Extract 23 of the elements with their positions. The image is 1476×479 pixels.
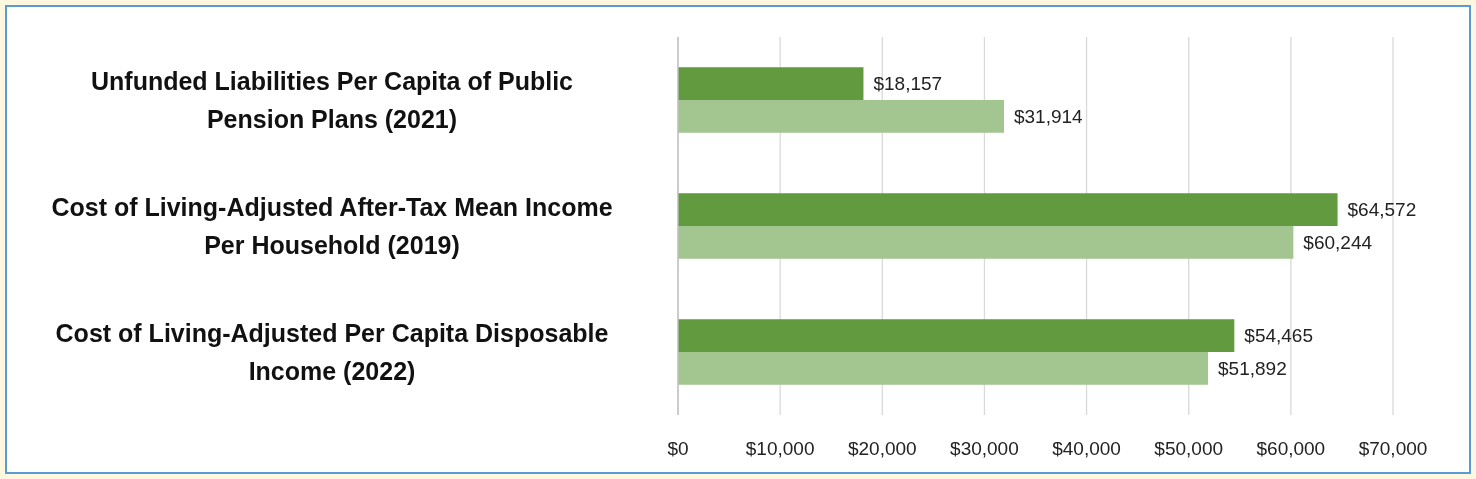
- bar: [678, 226, 1294, 259]
- x-tick-label: $20,000: [847, 437, 917, 459]
- x-tick-label: $0: [667, 437, 689, 459]
- y-tick-label: Unfunded Liabilities Per Capita of Public Pension Plans (2021): [91, 66, 574, 133]
- data-label: $54,465: [1244, 325, 1314, 347]
- data-label: $31,914: [1013, 106, 1084, 128]
- x-tick-label: $40,000: [1052, 437, 1121, 459]
- bar: [678, 193, 1338, 226]
- y-tick-label: Cost of Living-Adjusted After-Tax Mean Income Per Household (2019): [51, 192, 613, 259]
- y-tick-label: Cost of Living-Adjusted Per Capita Disposable Income (2022): [55, 318, 609, 385]
- bar: [678, 67, 864, 100]
- x-tick-label: $50,000: [1154, 437, 1224, 459]
- data-label: $18,157: [873, 73, 943, 95]
- x-tick-label: $10,000: [745, 437, 815, 459]
- data-label: $64,572: [1347, 199, 1417, 221]
- bar: [678, 100, 1004, 133]
- x-tick-label: $70,000: [1358, 437, 1428, 459]
- data-label: $60,244: [1303, 232, 1373, 254]
- x-tick-label: $60,000: [1256, 437, 1326, 459]
- bar: [678, 352, 1209, 385]
- x-tick-label: $30,000: [950, 437, 1019, 459]
- bar: [678, 319, 1235, 352]
- data-label: $51,892: [1218, 358, 1287, 380]
